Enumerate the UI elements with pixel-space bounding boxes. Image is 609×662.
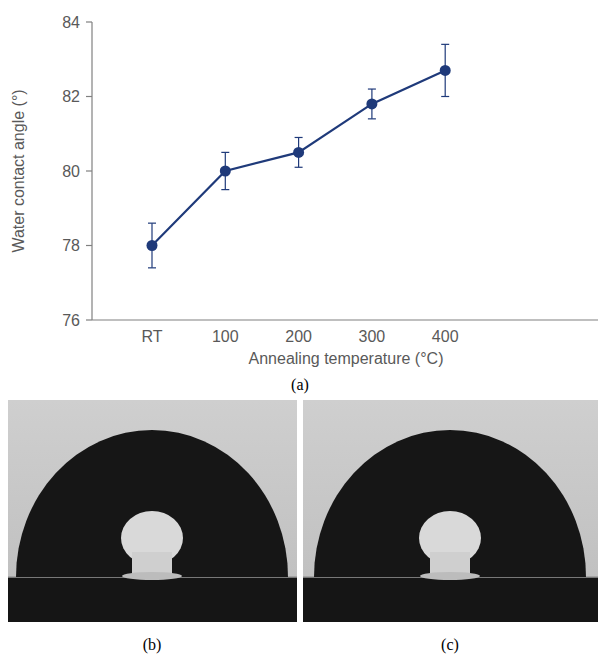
reflection — [122, 572, 182, 580]
y-tick-label: 84 — [62, 14, 80, 31]
error-cap — [368, 88, 376, 89]
droplet-photo — [303, 400, 598, 622]
error-cap — [221, 152, 229, 153]
y-tick-label: 82 — [62, 88, 80, 105]
marker — [147, 240, 158, 251]
error-cap — [148, 267, 156, 268]
error-cap — [441, 96, 449, 97]
x-axis — [92, 319, 598, 320]
error-cap — [295, 167, 303, 168]
photo-bg — [8, 400, 297, 622]
y-tick-label: 80 — [62, 163, 80, 180]
panel-caption: (b) — [143, 636, 162, 654]
x-tick-label: 100 — [212, 328, 239, 345]
y-tick — [86, 319, 92, 320]
error-cap — [368, 118, 376, 119]
substrate — [303, 577, 598, 622]
error-cap — [441, 44, 449, 45]
y-tick — [86, 245, 92, 246]
x-tick-label: 300 — [359, 328, 386, 345]
y-tick — [86, 21, 92, 22]
droplet — [16, 430, 288, 577]
marker — [440, 65, 451, 76]
droplet-photo — [8, 400, 297, 622]
plot-data — [147, 44, 451, 268]
y-tick-label: 76 — [62, 312, 80, 329]
y-tick — [86, 96, 92, 97]
error-cap — [148, 223, 156, 224]
y-tick-label: 78 — [62, 237, 80, 254]
x-axis-title: Annealing temperature (°C) — [249, 350, 444, 367]
panel-caption: (a) — [291, 376, 309, 394]
y-axis-title: Water contact angle (°) — [10, 89, 27, 252]
photo-bg — [303, 400, 598, 622]
panel-caption: (c) — [441, 636, 459, 654]
x-tick-label: 200 — [285, 328, 312, 345]
x-tick-label: RT — [141, 328, 162, 345]
y-tick — [86, 170, 92, 171]
droplet — [314, 430, 586, 577]
figure: 76 78 80 82 84 RT 100 200 300 400 Annealing temper… — [0, 0, 609, 662]
substrate — [8, 577, 297, 622]
reflection — [420, 572, 480, 580]
marker — [366, 98, 377, 109]
error-cap — [221, 189, 229, 190]
marker — [293, 147, 304, 158]
x-tick-label: 400 — [432, 328, 459, 345]
error-cap — [295, 137, 303, 138]
series-line — [152, 70, 445, 245]
marker — [220, 166, 231, 177]
